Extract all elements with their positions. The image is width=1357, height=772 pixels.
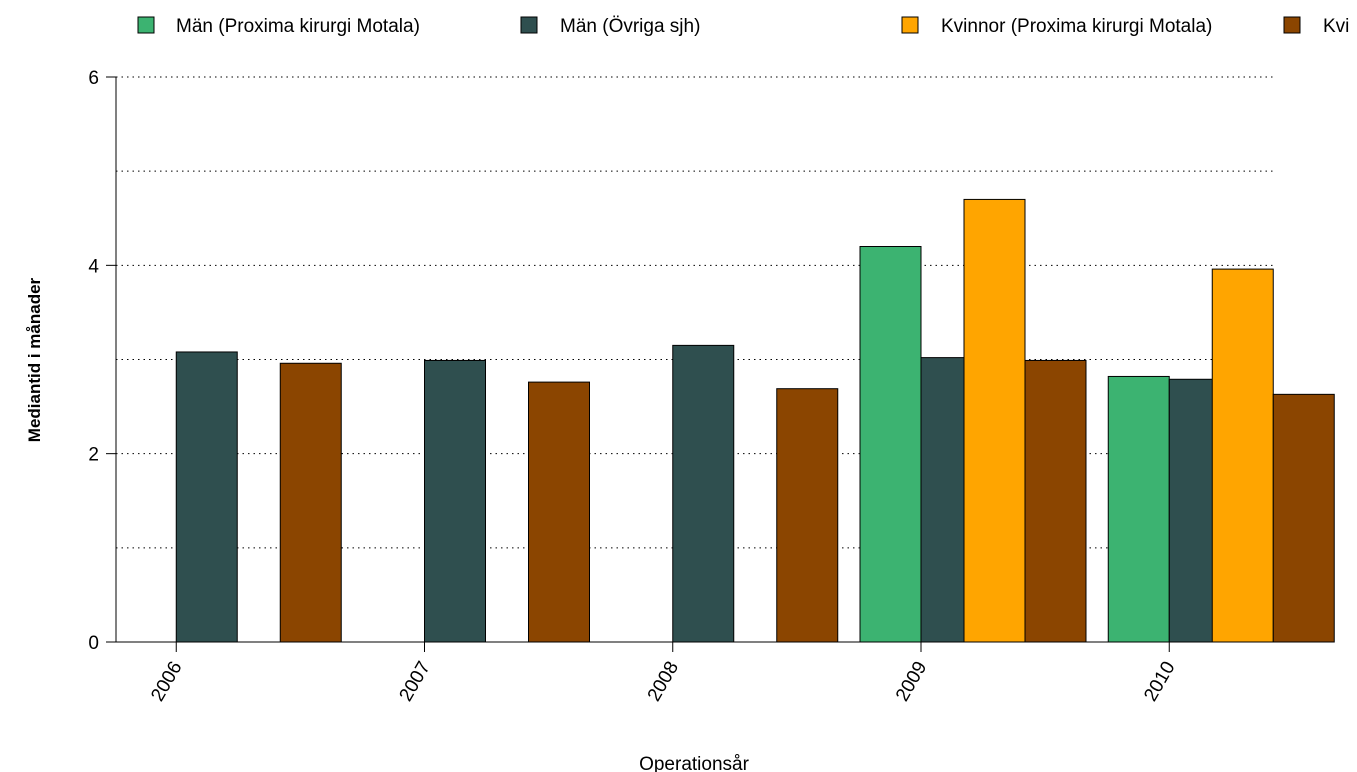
- legend-label: Kvi: [1323, 16, 1349, 37]
- bar: [424, 359, 486, 643]
- bar: [528, 381, 590, 643]
- bar: [963, 198, 1026, 643]
- bar: [859, 246, 922, 643]
- bar: [672, 344, 735, 643]
- x-tick-label: 2009: [892, 658, 931, 705]
- x-tick-label: 2010: [1140, 658, 1179, 705]
- legend-swatch: [1283, 16, 1301, 34]
- y-tick-label: 4: [88, 256, 99, 277]
- axes: 0 2 4 6 2006 2007 2008 2009 2010: [88, 68, 1303, 705]
- y-tick-label: 2: [88, 445, 99, 466]
- x-tick-label: 2006: [147, 658, 186, 705]
- bar: [175, 351, 238, 643]
- x-tick-label: 2008: [644, 658, 683, 705]
- legend-swatch: [901, 16, 919, 34]
- legend-swatch: [137, 16, 155, 34]
- legend-swatch: [520, 16, 538, 34]
- bar: [1024, 359, 1087, 643]
- x-axis-title: Operationsår: [639, 754, 750, 772]
- bar: [776, 388, 839, 643]
- x-tick-label: 2007: [396, 658, 435, 705]
- y-axis-title: Mediantid i månader: [25, 277, 44, 442]
- legend-label: Män (Proxima kirurgi Motala): [176, 16, 420, 37]
- bar: [1107, 375, 1170, 643]
- bar: [1211, 268, 1274, 643]
- y-tick-label: 6: [88, 68, 99, 89]
- y-tick-label: 0: [88, 633, 99, 654]
- bar: [1272, 393, 1335, 643]
- bars: [175, 198, 1335, 643]
- bar: [279, 362, 342, 643]
- legend-label: Kvinnor (Proxima kirurgi Motala): [941, 16, 1212, 37]
- legend-label: Män (Övriga sjh): [560, 16, 700, 37]
- legend: Män (Proxima kirurgi Motala) Män (Övriga …: [137, 16, 1349, 37]
